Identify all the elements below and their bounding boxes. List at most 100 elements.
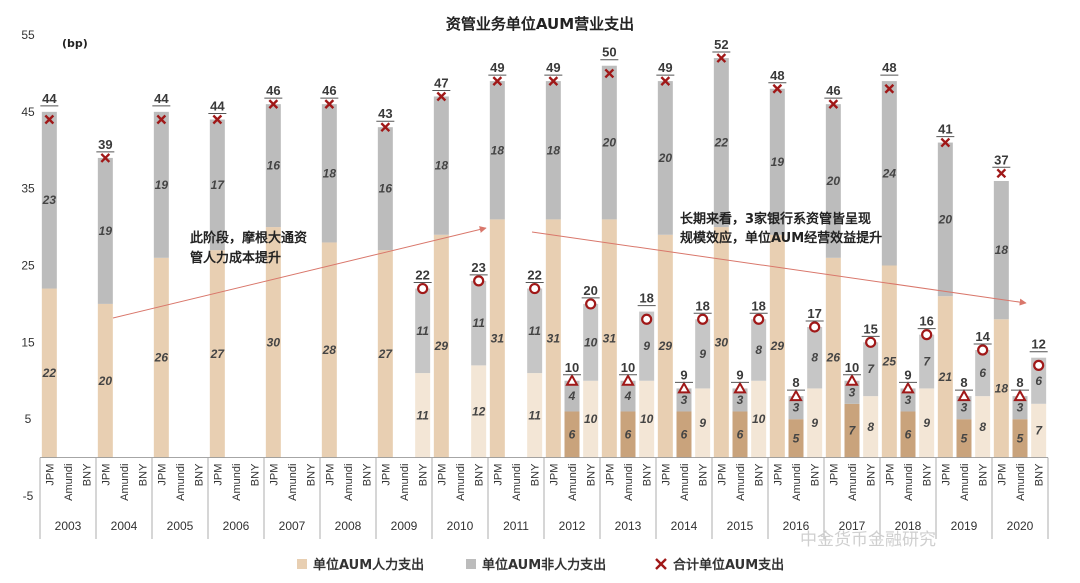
bar-labor xyxy=(1012,419,1028,458)
marker-total-x xyxy=(380,122,391,133)
label-total: 37 xyxy=(994,152,1008,167)
label-nonlabor: 3 xyxy=(793,401,800,415)
x-year-label: 2009 xyxy=(391,519,418,533)
label-total: 15 xyxy=(863,321,877,336)
marker-total-circle xyxy=(473,275,485,287)
bar-labor xyxy=(153,257,169,458)
annotation-rising: 此阶段，摩根大通资 管人力成本提升 xyxy=(190,230,307,266)
label-nonlabor: 11 xyxy=(528,324,541,338)
x-category-label: BNY xyxy=(642,463,654,486)
label-labor: 29 xyxy=(658,339,673,353)
label-labor: 20 xyxy=(98,374,113,388)
y-tick-label: -5 xyxy=(23,489,34,503)
bar-labor xyxy=(937,296,953,458)
label-nonlabor: 9 xyxy=(643,339,650,353)
x-category-label: JPM xyxy=(212,464,224,486)
y-tick-label: 15 xyxy=(21,335,35,349)
bar-labor xyxy=(732,411,748,458)
bar-labor xyxy=(1031,403,1047,458)
label-nonlabor: 19 xyxy=(771,155,785,169)
label-labor: 10 xyxy=(584,412,598,426)
label-total: 8 xyxy=(792,375,799,390)
label-total: 12 xyxy=(1031,337,1045,352)
label-total: 22 xyxy=(415,268,429,283)
bar-labor xyxy=(321,242,337,458)
label-nonlabor: 8 xyxy=(755,343,762,357)
x-category-label: Amundi xyxy=(959,464,971,501)
x-year-label: 2011 xyxy=(503,519,529,533)
marker-total-circle xyxy=(1033,359,1045,371)
label-total: 9 xyxy=(736,367,743,382)
marker-total-circle xyxy=(865,336,877,348)
bar-labor xyxy=(377,250,393,458)
x-category-label: JPM xyxy=(548,464,560,486)
bar-labor xyxy=(564,411,580,458)
label-nonlabor: 4 xyxy=(568,389,576,403)
label-labor: 22 xyxy=(42,366,57,380)
x-year-label: 2007 xyxy=(279,519,306,533)
bar-labor xyxy=(844,403,860,458)
x-category-label: Amundi xyxy=(791,464,803,501)
x-category-label: JPM xyxy=(940,464,952,486)
marker-total-triangle xyxy=(565,373,579,386)
marker-total-x xyxy=(100,153,111,163)
marker-total-triangle xyxy=(621,373,635,386)
bar-nonlabor xyxy=(956,396,972,420)
marker-total-circle xyxy=(977,344,989,356)
x-year-label: 2005 xyxy=(167,519,194,533)
x-category-label: JPM xyxy=(996,464,1008,486)
x-category-label: Amundi xyxy=(511,464,523,501)
label-nonlabor: 9 xyxy=(699,347,706,361)
label-nonlabor: 11 xyxy=(472,316,485,330)
label-nonlabor: 7 xyxy=(923,355,931,369)
label-labor: 10 xyxy=(752,412,766,426)
y-tick-label: 55 xyxy=(21,28,35,42)
marker-total-circle xyxy=(921,329,933,341)
x-category-label: BNY xyxy=(306,463,318,486)
label-labor: 31 xyxy=(547,331,561,345)
bar-nonlabor xyxy=(620,380,636,412)
bar-nonlabor xyxy=(639,311,655,381)
x-category-label: JPM xyxy=(772,464,784,486)
annotation-falling-line-1: 长期来看，3家银行系资管皆呈现 xyxy=(680,211,871,227)
legend-label-total: 合计单位AUM支出 xyxy=(673,557,784,573)
x-category-label: BNY xyxy=(754,463,766,486)
marker-total-circle xyxy=(529,282,541,295)
x-category-label: BNY xyxy=(418,463,430,486)
label-total: 52 xyxy=(714,37,728,52)
bar-nonlabor xyxy=(321,104,337,243)
x-category-label: Amundi xyxy=(343,464,355,501)
label-total: 46 xyxy=(826,83,840,98)
bar-nonlabor xyxy=(732,388,748,412)
label-total: 9 xyxy=(904,367,911,382)
bar-labor xyxy=(956,419,972,458)
label-labor: 11 xyxy=(416,408,429,422)
annotation-rising-line-2: 管人力成本提升 xyxy=(190,250,281,266)
marker-total-circle xyxy=(417,282,429,295)
x-category-label: BNY xyxy=(810,463,822,486)
bar-labor xyxy=(545,219,561,458)
bar-nonlabor xyxy=(807,326,823,389)
label-total: 8 xyxy=(1016,375,1023,390)
marker-total-x xyxy=(212,114,223,125)
label-labor: 28 xyxy=(322,343,337,357)
label-total: 17 xyxy=(807,306,821,321)
marker-total-x xyxy=(44,114,55,125)
label-nonlabor: 16 xyxy=(267,159,281,173)
x-axis: JPM Amundi BNY 2003 JPM Amundi BNY 2004 JPM Amund… xyxy=(39,457,1049,539)
bar-nonlabor xyxy=(601,65,617,220)
marker-total-triangle xyxy=(845,373,859,386)
x-year-label: 2015 xyxy=(727,519,754,533)
label-nonlabor: 24 xyxy=(882,166,897,180)
label-nonlabor: 16 xyxy=(379,182,393,196)
x-category-label: BNY xyxy=(530,463,542,486)
bar-labor xyxy=(657,234,673,458)
label-nonlabor: 6 xyxy=(1035,374,1042,388)
x-category-label: Amundi xyxy=(735,464,747,501)
marker-total-circle xyxy=(585,298,597,310)
bar-labor xyxy=(601,219,617,458)
bar-nonlabor xyxy=(209,119,225,251)
label-labor: 6 xyxy=(625,428,632,442)
label-nonlabor: 7 xyxy=(867,362,875,376)
